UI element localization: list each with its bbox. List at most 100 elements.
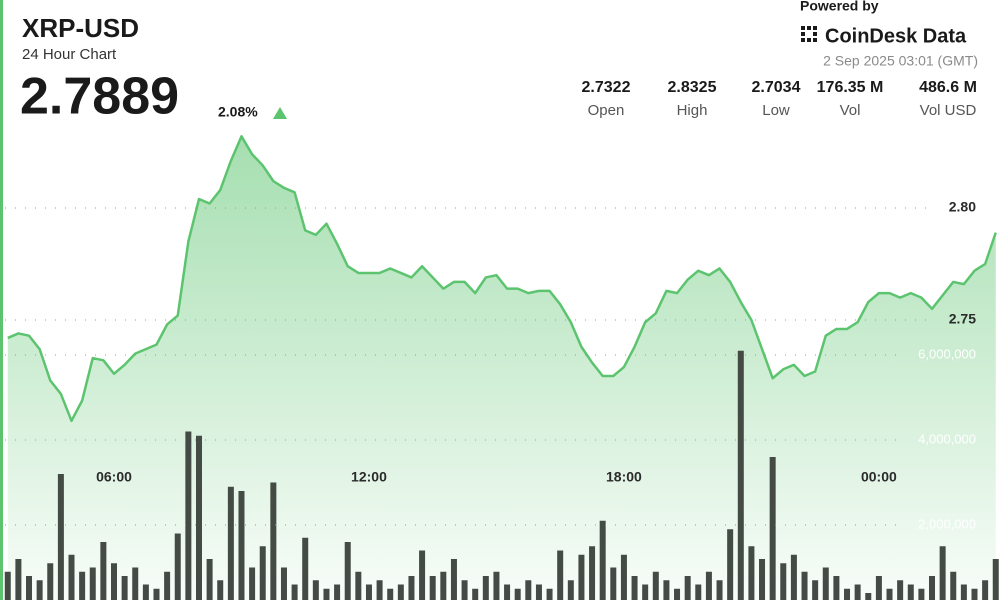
volume-bar [440,571,447,600]
volume-bar [195,435,202,600]
price: 2.7889 [20,68,179,126]
volume-bar [652,571,659,600]
stat-value: 2.7034 [752,79,801,96]
volume-bar [897,580,904,600]
volume-bar [312,580,319,600]
volume-bar [291,584,298,600]
volume-bar [174,533,181,600]
subtitle: 24 Hour Chart [22,46,117,63]
volume-bar [535,584,542,600]
y-tick-label: 2.75 [949,311,976,327]
stat-value: 486.6 M [919,79,977,96]
x-tick-label: 00:00 [861,469,897,485]
volume-bar [68,554,75,600]
volume-bar [482,576,489,600]
price-line [7,135,997,423]
volume-bar [929,576,936,600]
volume-bar [79,571,86,600]
volume-bar [100,542,107,600]
volume-bar [323,588,330,600]
plot-area: 2.80 2.75 2,000,000 4,000,000 6,000,000 06:00… [4,135,999,600]
y2-tick-label: 4,000,000 [918,431,976,446]
x-tick-label: 12:00 [351,469,387,485]
stat-value: 176.35 M [817,79,884,96]
volume-bar [918,588,925,600]
volume-bar [674,588,681,600]
volume-bar [26,576,33,600]
volume-bar [249,567,256,600]
volume-bar [790,554,797,600]
stat-label: Vol USD [920,102,977,119]
volume-bar [461,580,468,600]
volume-bar [780,563,787,600]
y2-tick-label: 2,000,000 [918,516,976,531]
volume-bar [504,584,511,600]
volume-bar [578,554,585,600]
volume-bar [280,567,287,600]
volume-bar [599,520,606,600]
volume-bar [567,580,574,600]
volume-bar [419,550,426,600]
volume-bar [238,491,245,600]
volume-bar [854,584,861,600]
volume-bar [960,584,967,600]
bars-layer [4,350,999,600]
area-layer [7,136,996,600]
volume-bar [525,580,532,600]
volume-bar [759,559,766,600]
volume-bar [812,580,819,600]
timestamp: 2 Sep 2025 03:01 (GMT) [823,53,978,69]
volume-bar [907,584,914,600]
change: 2.08% [218,104,258,120]
volume-bar [472,588,479,600]
volume-bar [865,593,872,600]
area-fill [7,136,996,600]
volume-bar [408,576,415,600]
volume-bar [833,576,840,600]
x-tick-label: 06:00 [96,469,132,485]
volume-bar [631,576,638,600]
stats: 2.7322 Open 2.8325 High 2.7034 Low 176.35 M Vol… [582,79,977,119]
volume-bar [344,542,351,600]
volume-bar [57,474,64,600]
volume-bar [355,571,362,600]
stat-value: 2.7322 [582,79,631,96]
volume-bar [748,546,755,600]
volume-bar [4,571,11,600]
y-tick-label: 2.80 [949,199,976,215]
volume-bar [450,559,457,600]
accent-bar [0,0,3,600]
stat-label: Low [762,102,790,119]
brand: CoinDesk Data [825,25,967,47]
labels-layer: 2.80 2.75 2,000,000 4,000,000 6,000,000 06:00… [96,199,976,532]
volume-bar [365,584,372,600]
volume-bar [429,576,436,600]
stat-label: High [677,102,708,119]
volume-bar [939,546,946,600]
volume-bar [111,563,117,600]
volume-bar [610,567,617,600]
volume-bar [642,584,649,600]
volume-bar [716,580,723,600]
brand-logo [801,26,817,42]
volume-bar [727,529,734,600]
volume-bar [982,580,989,600]
y2-tick-label: 6,000,000 [918,346,976,361]
volume-bar [801,571,808,600]
volume-bar [684,576,691,600]
volume-bar [132,567,139,600]
volume-bar [387,588,394,600]
volume-bar [47,563,54,600]
volume-bar [270,482,277,600]
volume-bar [121,576,128,600]
volume-bar [875,576,882,600]
volume-bar [769,457,776,600]
volume-bar [695,584,702,600]
x-tick-label: 18:00 [606,469,642,485]
volume-bar [493,571,500,600]
volume-bar [886,588,893,600]
volume-bar [15,559,22,600]
stat-label: Open [588,102,625,119]
volume-bar [89,567,96,600]
